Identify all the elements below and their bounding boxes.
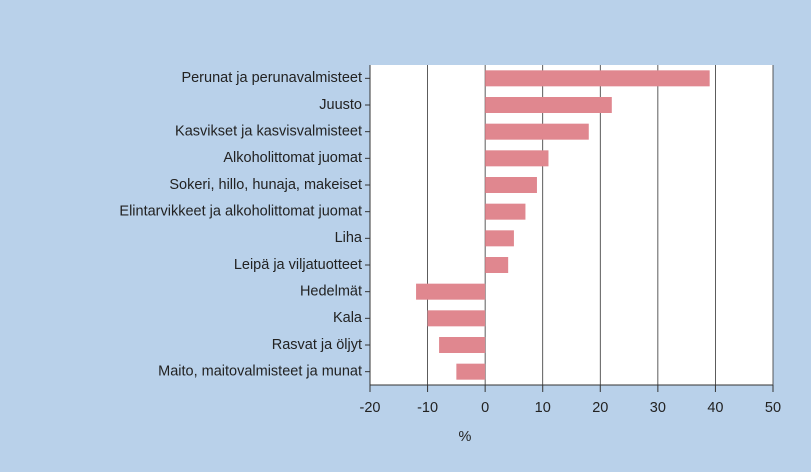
x-tick-label: 10	[535, 400, 551, 416]
bar	[485, 123, 589, 140]
x-tick-label: 50	[765, 400, 781, 416]
bar	[456, 363, 486, 380]
bar	[439, 337, 486, 353]
y-tick-label: Kasvikset ja kasvisvalmisteet	[175, 123, 362, 139]
x-tick-label: 30	[650, 400, 666, 416]
y-tick-label: Kala	[333, 310, 363, 326]
bar	[485, 70, 710, 87]
y-tick-label: Sokeri, hillo, hunaja, makeiset	[169, 177, 362, 193]
y-tick-label: Rasvat ja öljyt	[272, 337, 362, 353]
x-tick-label: 20	[592, 400, 608, 416]
y-tick-label: Liha	[335, 230, 363, 246]
x-tick-label: 0	[481, 400, 489, 416]
y-tick-label: Elintarvikkeet ja alkoholittomat juomat	[119, 203, 362, 219]
bar	[416, 283, 486, 300]
x-tick-label: -10	[417, 400, 438, 416]
x-tick-label: 40	[707, 400, 723, 416]
x-tick-label: -20	[360, 400, 381, 416]
bar	[427, 310, 486, 327]
y-tick-label: Hedelmät	[300, 283, 362, 299]
y-tick-label: Maito, maitovalmisteet ja munat	[158, 363, 362, 379]
bar	[485, 203, 526, 220]
plot-area	[370, 65, 773, 385]
y-tick-label: Leipä ja viljatuotteet	[234, 257, 362, 273]
bar	[485, 177, 537, 193]
bar	[485, 230, 514, 247]
bar	[485, 150, 549, 167]
y-tick-label: Alkoholittomat juomat	[223, 150, 362, 166]
y-tick-label: Juusto	[319, 97, 362, 113]
y-tick-label: Perunat ja perunavalmisteet	[181, 70, 362, 86]
bar	[485, 257, 509, 273]
x-axis-label: %	[459, 429, 472, 445]
bar	[485, 97, 612, 113]
